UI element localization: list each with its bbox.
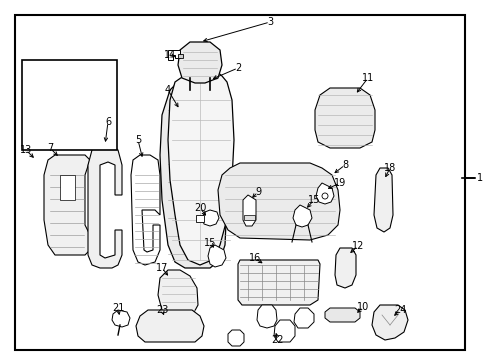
Polygon shape <box>44 155 90 255</box>
Polygon shape <box>273 320 294 342</box>
Text: 12: 12 <box>351 241 364 251</box>
Polygon shape <box>257 305 276 328</box>
Text: 9: 9 <box>254 187 261 197</box>
Polygon shape <box>373 168 392 232</box>
Text: 14: 14 <box>163 50 176 60</box>
Polygon shape <box>178 42 222 83</box>
Polygon shape <box>168 70 234 265</box>
Polygon shape <box>243 195 256 226</box>
Polygon shape <box>112 310 130 327</box>
Polygon shape <box>158 270 198 320</box>
Polygon shape <box>293 308 313 328</box>
Text: 17: 17 <box>156 263 168 273</box>
Polygon shape <box>334 248 355 288</box>
Text: 8: 8 <box>341 160 347 170</box>
Bar <box>22 60 117 150</box>
Text: 18: 18 <box>383 163 395 173</box>
Text: 11: 11 <box>361 73 373 83</box>
Text: 7: 7 <box>47 143 53 153</box>
Polygon shape <box>66 75 87 105</box>
Text: 10: 10 <box>356 302 368 312</box>
Text: 13: 13 <box>20 145 32 155</box>
Text: 23: 23 <box>156 305 168 315</box>
Polygon shape <box>292 205 311 227</box>
Polygon shape <box>73 105 80 120</box>
Polygon shape <box>218 163 339 240</box>
Polygon shape <box>314 88 374 148</box>
Text: 4: 4 <box>164 85 171 95</box>
Polygon shape <box>178 54 183 58</box>
Text: 2: 2 <box>234 63 241 73</box>
Polygon shape <box>202 210 219 226</box>
Text: 16: 16 <box>248 253 261 263</box>
Polygon shape <box>88 145 122 268</box>
Text: 19: 19 <box>333 178 346 188</box>
Text: 15: 15 <box>203 238 216 248</box>
Polygon shape <box>196 215 203 222</box>
Polygon shape <box>131 155 160 265</box>
Text: 20: 20 <box>193 203 206 213</box>
Polygon shape <box>168 50 180 60</box>
Text: 22: 22 <box>271 335 284 345</box>
Polygon shape <box>207 245 225 267</box>
Polygon shape <box>60 175 75 200</box>
Polygon shape <box>371 305 407 340</box>
Text: 5: 5 <box>135 135 141 145</box>
Polygon shape <box>238 260 319 305</box>
Text: 24: 24 <box>393 305 406 315</box>
Polygon shape <box>244 215 254 220</box>
Text: 15: 15 <box>307 195 320 205</box>
Polygon shape <box>36 75 57 105</box>
Text: 3: 3 <box>266 17 272 27</box>
Polygon shape <box>227 330 244 346</box>
Text: 6: 6 <box>105 117 111 127</box>
Polygon shape <box>43 105 50 120</box>
Polygon shape <box>136 310 203 342</box>
Text: 21: 21 <box>112 303 124 313</box>
Text: 1: 1 <box>476 173 482 183</box>
Polygon shape <box>325 308 359 322</box>
Polygon shape <box>160 75 226 268</box>
Polygon shape <box>315 183 333 204</box>
